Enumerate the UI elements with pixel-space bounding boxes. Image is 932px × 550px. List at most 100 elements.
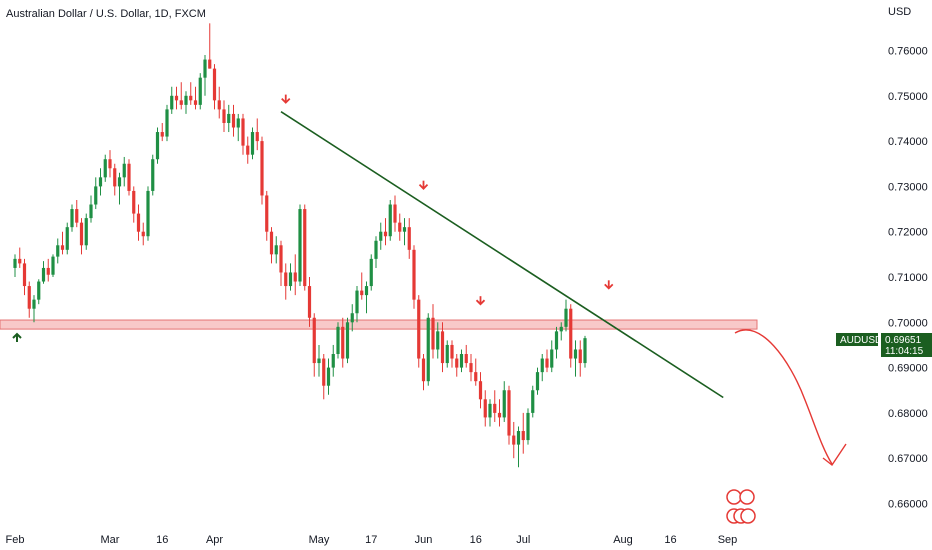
candle-body bbox=[198, 77, 202, 105]
candle-body bbox=[231, 113, 236, 128]
projection-arrowhead bbox=[822, 443, 847, 467]
candle-body bbox=[474, 372, 478, 382]
candle bbox=[217, 86, 221, 119]
candle-body bbox=[322, 358, 326, 386]
candle bbox=[32, 295, 36, 323]
down-arrow bbox=[475, 296, 486, 306]
candle-body bbox=[75, 209, 79, 223]
candle bbox=[459, 349, 464, 373]
candle-body bbox=[512, 435, 516, 445]
candle-body bbox=[160, 132, 164, 137]
candle bbox=[307, 277, 312, 327]
candle bbox=[250, 127, 255, 160]
candle bbox=[569, 304, 573, 368]
candle bbox=[46, 258, 50, 282]
candle-body bbox=[417, 299, 421, 359]
candle-body bbox=[550, 349, 554, 368]
candle-body bbox=[497, 412, 502, 418]
candle bbox=[132, 186, 136, 223]
candle bbox=[412, 245, 416, 309]
symbol-label: AUDUSD bbox=[840, 335, 882, 346]
x-tick-label: 16 bbox=[156, 534, 168, 546]
candle-body bbox=[269, 231, 274, 255]
candle-body bbox=[583, 338, 587, 364]
candle-body bbox=[274, 245, 278, 255]
candle bbox=[578, 340, 582, 377]
x-tick-label: Apr bbox=[206, 534, 223, 546]
candle-body bbox=[236, 118, 240, 128]
candle bbox=[279, 240, 283, 287]
candle-body bbox=[98, 177, 103, 187]
candle bbox=[369, 254, 373, 291]
candle bbox=[260, 136, 264, 205]
candle-body bbox=[440, 331, 445, 364]
candle bbox=[440, 322, 445, 373]
candle-body bbox=[41, 267, 46, 282]
down-arrow bbox=[281, 94, 291, 104]
candle bbox=[478, 372, 483, 409]
candle-body bbox=[402, 227, 407, 232]
x-tick-label: May bbox=[309, 534, 330, 546]
candle-body bbox=[155, 132, 160, 160]
candle bbox=[170, 86, 174, 114]
annotations bbox=[12, 94, 847, 467]
candle-body bbox=[436, 331, 440, 350]
candle-body bbox=[559, 326, 563, 332]
candle-body bbox=[113, 168, 117, 187]
candle-body bbox=[412, 249, 416, 300]
candle bbox=[402, 218, 407, 246]
y-tick-label: 0.67000 bbox=[888, 453, 928, 465]
candle-body bbox=[488, 403, 492, 418]
candle bbox=[189, 82, 193, 105]
candle bbox=[255, 118, 259, 151]
y-tick-label: 0.76000 bbox=[888, 46, 928, 58]
candle-body bbox=[127, 163, 131, 191]
chart-title: Australian Dollar / U.S. Dollar, 1D, FXC… bbox=[6, 8, 206, 20]
candle-body bbox=[184, 95, 188, 105]
candle-body bbox=[383, 231, 388, 237]
y-tick-label: 0.74000 bbox=[888, 136, 928, 148]
candle bbox=[60, 231, 65, 255]
candle-body bbox=[564, 308, 568, 327]
candle bbox=[179, 82, 183, 110]
candle-body bbox=[108, 159, 112, 169]
candle bbox=[474, 358, 478, 386]
candle bbox=[136, 204, 141, 241]
event-icons[interactable] bbox=[726, 489, 756, 524]
candle bbox=[265, 190, 269, 241]
candle bbox=[127, 159, 131, 196]
candle-body bbox=[241, 118, 245, 146]
candle-body bbox=[165, 109, 169, 137]
candle bbox=[122, 156, 126, 187]
candle bbox=[241, 113, 245, 155]
candle-body bbox=[455, 358, 459, 368]
candle bbox=[298, 204, 302, 287]
candle-body bbox=[208, 59, 212, 69]
candle bbox=[455, 354, 459, 377]
x-tick-label: Feb bbox=[6, 534, 25, 546]
candle-body bbox=[32, 299, 36, 309]
candle bbox=[141, 222, 145, 246]
candle bbox=[374, 236, 378, 268]
candle bbox=[37, 279, 41, 305]
candle-body bbox=[360, 290, 364, 296]
candle bbox=[554, 326, 559, 359]
candle bbox=[236, 113, 240, 142]
candle bbox=[488, 399, 492, 427]
candle bbox=[312, 313, 316, 377]
candle-body bbox=[445, 344, 449, 364]
candle bbox=[303, 204, 307, 291]
up-arrow bbox=[12, 332, 22, 342]
candle-body bbox=[117, 177, 122, 187]
candle bbox=[326, 358, 331, 395]
candle-body bbox=[22, 263, 27, 287]
resistance-zone bbox=[0, 319, 758, 330]
candle bbox=[269, 227, 274, 264]
candle bbox=[383, 218, 388, 246]
candle bbox=[407, 218, 411, 259]
candle-body bbox=[350, 313, 354, 323]
candle bbox=[184, 91, 188, 114]
candle-body bbox=[84, 218, 88, 246]
down-arrow bbox=[418, 180, 429, 190]
